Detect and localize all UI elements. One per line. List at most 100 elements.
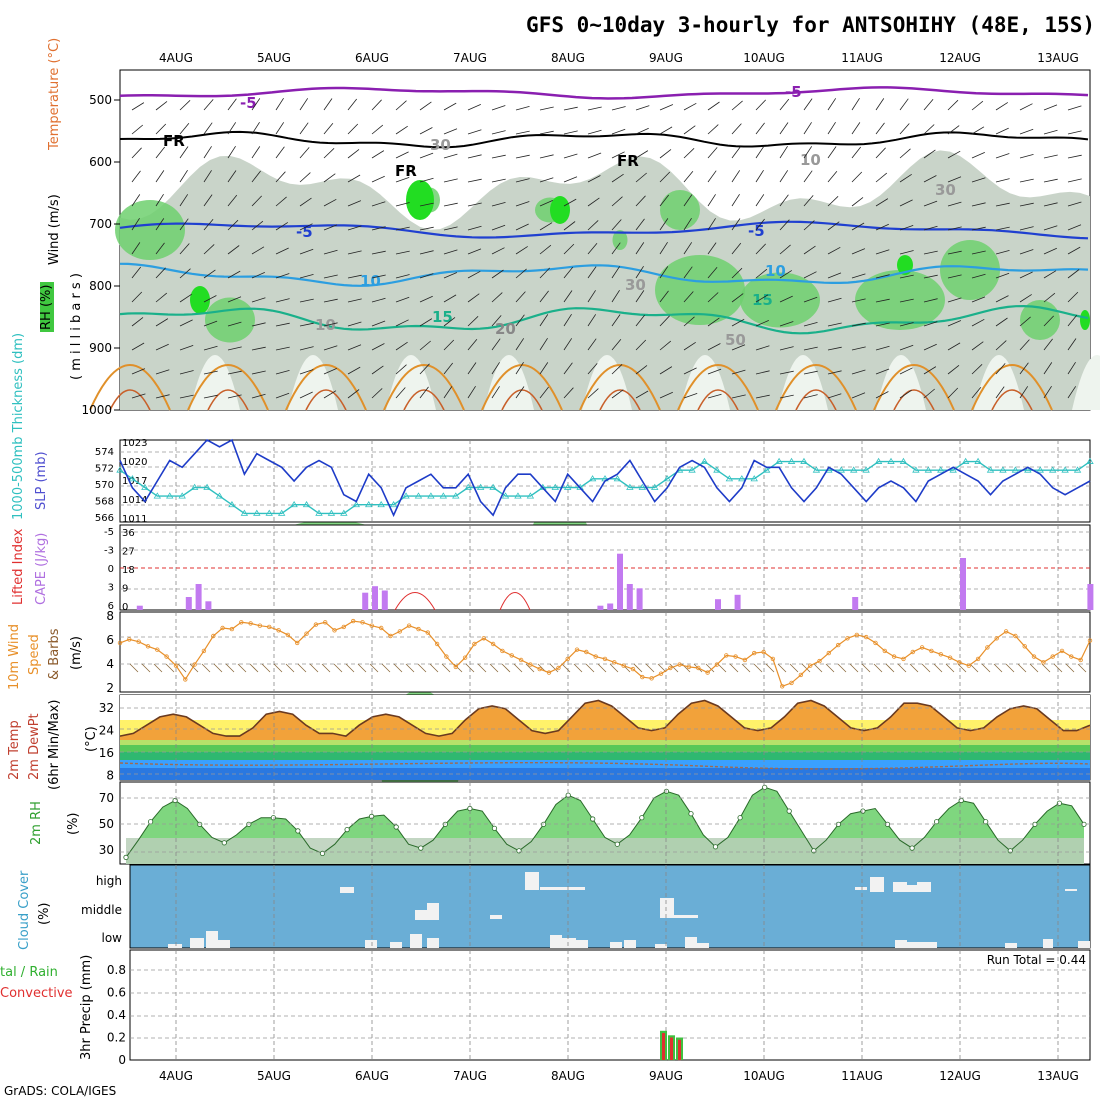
wind-barb bbox=[419, 226, 434, 231]
wind-barb bbox=[923, 99, 934, 111]
wind-speed-point bbox=[164, 654, 169, 659]
rh-shade-high bbox=[115, 200, 185, 260]
wind-barb bbox=[707, 170, 717, 183]
wind-speed-point bbox=[947, 655, 953, 660]
wind-barb bbox=[165, 663, 175, 673]
wind-barb bbox=[261, 663, 271, 673]
wind-speed-point bbox=[724, 653, 729, 658]
rh-point bbox=[909, 845, 915, 851]
wind-speed-point bbox=[975, 656, 981, 662]
wind-barb bbox=[275, 346, 290, 351]
isotherm-25 bbox=[991, 389, 1033, 411]
wind-speed-point bbox=[910, 649, 915, 655]
wind-speed-point bbox=[434, 641, 440, 647]
wind-speed-point bbox=[220, 625, 225, 631]
wind-speed-point bbox=[780, 684, 785, 689]
wind-barb bbox=[827, 246, 841, 255]
wind-barb bbox=[299, 391, 313, 399]
wind-speed-point bbox=[192, 662, 197, 667]
wind-barb bbox=[909, 663, 919, 673]
wind-speed-point bbox=[882, 648, 887, 654]
lifted-index-line bbox=[499, 592, 531, 611]
wind-barb bbox=[347, 250, 362, 255]
cloud-block bbox=[917, 882, 931, 892]
wind-barb bbox=[779, 394, 794, 399]
wind-barb bbox=[659, 218, 669, 231]
isotherm-25 bbox=[795, 389, 837, 411]
wind-barb bbox=[371, 320, 386, 327]
isotherm-20 bbox=[89, 364, 171, 411]
cloud-block bbox=[674, 915, 698, 918]
wind-barb bbox=[299, 98, 309, 111]
wind-speed-point bbox=[808, 663, 813, 668]
wind-barb bbox=[419, 152, 434, 159]
wind-speed-point bbox=[351, 618, 356, 624]
cape-tick: 18 bbox=[122, 565, 135, 576]
wind-barb bbox=[563, 266, 574, 279]
wind-barb bbox=[801, 663, 811, 673]
wind-barb bbox=[275, 298, 290, 303]
rh-point bbox=[933, 819, 940, 825]
wind-speed-point bbox=[1059, 648, 1065, 654]
wind-barb bbox=[275, 370, 290, 375]
wind-barb bbox=[635, 218, 645, 231]
wind-barb bbox=[347, 98, 358, 111]
wind-barb bbox=[227, 296, 242, 303]
rh-point bbox=[663, 788, 670, 794]
cloud-block bbox=[1043, 939, 1053, 948]
wind-barb bbox=[707, 393, 722, 399]
contour-label: 15 bbox=[432, 308, 453, 326]
thickness-point bbox=[850, 466, 858, 473]
freezing-level bbox=[119, 130, 1089, 149]
rh-shade-peak bbox=[897, 255, 913, 275]
contour-label: 10 bbox=[765, 262, 786, 280]
cloud-block bbox=[218, 940, 230, 948]
wind-speed-point bbox=[556, 665, 561, 671]
convective-bar bbox=[678, 1039, 681, 1061]
wind-barb bbox=[323, 322, 338, 327]
wind-barb bbox=[491, 202, 506, 207]
wind-barb bbox=[755, 218, 765, 231]
wind-barb bbox=[323, 274, 338, 279]
cloud-block bbox=[190, 938, 204, 948]
wind-barb bbox=[1043, 338, 1053, 351]
li-tick: -5 bbox=[104, 527, 114, 538]
wind-barb bbox=[467, 225, 482, 231]
wind-barb bbox=[875, 172, 888, 183]
pressure-tick-label: 1000 bbox=[81, 403, 112, 417]
bottom-date-label: 11AUG bbox=[841, 1069, 883, 1083]
wind-speed-point bbox=[1078, 657, 1083, 663]
cape-bar bbox=[626, 584, 633, 610]
wind-barb bbox=[1019, 271, 1033, 279]
thickness-point bbox=[986, 466, 995, 473]
thickness-point bbox=[1061, 466, 1069, 473]
rh-shade-gap bbox=[582, 355, 632, 410]
wind-barb bbox=[827, 98, 837, 111]
wind-barb bbox=[923, 298, 938, 303]
wind-speed-point bbox=[313, 622, 319, 627]
wind-speed-point bbox=[211, 633, 216, 639]
wind-barb bbox=[635, 339, 647, 351]
wind-speed-point bbox=[1041, 660, 1046, 665]
wind-barb bbox=[515, 154, 530, 159]
wind-barb bbox=[299, 322, 314, 327]
wind-barb bbox=[947, 150, 961, 159]
isotherm-minus5-upper bbox=[119, 86, 1089, 100]
wind-barb bbox=[633, 663, 643, 673]
isotherm-20 bbox=[579, 364, 661, 411]
cloud-block bbox=[427, 903, 439, 920]
wind-barb bbox=[635, 365, 648, 375]
wind-barb bbox=[851, 392, 866, 399]
contour-label: -5 bbox=[296, 223, 313, 241]
wind-barb bbox=[803, 195, 814, 207]
wind-barb bbox=[731, 100, 743, 111]
thickness-point bbox=[253, 509, 261, 516]
wind-barb bbox=[491, 362, 500, 375]
wind-barb bbox=[803, 322, 818, 327]
wind-barb bbox=[227, 346, 242, 351]
thickness-point bbox=[327, 509, 336, 516]
bottom-date-label: 4AUG bbox=[159, 1069, 193, 1083]
cape-tick: 36 bbox=[122, 528, 135, 539]
top-date-axis: 4AUG 5AUG 6AUG 7AUG 8AUG 9AUG 10AUG 11AUG 12AUG 1… bbox=[159, 51, 1079, 65]
